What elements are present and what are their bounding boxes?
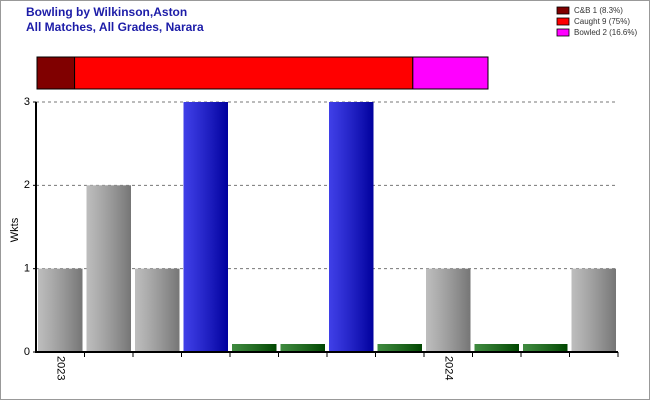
stack-segment xyxy=(412,56,489,90)
legend-label: Bowled 2 (16.6%) xyxy=(574,28,637,37)
stack-segment xyxy=(36,56,76,90)
bar-shade xyxy=(280,344,325,352)
bar-shade xyxy=(571,268,616,352)
bar-shade xyxy=(86,185,131,352)
chart-title: Bowling by Wilkinson,Aston xyxy=(26,5,187,19)
y-tick-label: 2 xyxy=(24,179,30,191)
bar-shade xyxy=(135,268,180,352)
bar-shade xyxy=(329,102,374,352)
y-tick-label: 0 xyxy=(24,346,30,358)
x-tick-label: 2024 xyxy=(442,356,454,380)
bar-shade xyxy=(523,344,568,352)
legend-swatch xyxy=(556,28,570,37)
chart-subtitle: All Matches, All Grades, Narara xyxy=(26,20,204,34)
x-tick-label: 2023 xyxy=(54,356,66,380)
legend-swatch xyxy=(556,17,570,26)
stack-segment xyxy=(74,56,414,90)
legend-swatch xyxy=(556,6,570,15)
bar-shade xyxy=(232,344,277,352)
y-axis-label: Wkts xyxy=(9,217,21,242)
bar-shade xyxy=(426,268,471,352)
bar-shade xyxy=(474,344,519,352)
y-tick-label: 1 xyxy=(24,263,30,275)
bar-shade xyxy=(38,268,83,352)
bar-shade xyxy=(183,102,228,352)
y-tick-label: 3 xyxy=(24,96,30,108)
legend-label: C&B 1 (8.3%) xyxy=(574,6,623,15)
bar-shade xyxy=(377,344,422,352)
legend-label: Caught 9 (75%) xyxy=(574,17,630,26)
